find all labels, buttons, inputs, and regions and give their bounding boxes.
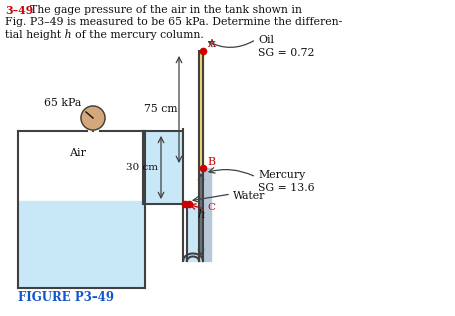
Text: ℎ: ℎ — [197, 208, 205, 221]
Text: SG = 13.6: SG = 13.6 — [258, 183, 314, 193]
Bar — [187, 204, 198, 261]
Text: 65 kPa: 65 kPa — [45, 98, 81, 108]
Text: FIGURE P3–49: FIGURE P3–49 — [18, 291, 114, 304]
Text: B: B — [207, 157, 215, 167]
Text: Air: Air — [70, 148, 86, 158]
Text: SG = 0.72: SG = 0.72 — [258, 47, 314, 58]
Circle shape — [81, 106, 105, 130]
Text: Water: Water — [233, 191, 265, 201]
Text: C: C — [207, 204, 215, 212]
Text: Oil: Oil — [258, 34, 274, 45]
Text: A: A — [207, 39, 215, 49]
Bar — [144, 132, 182, 203]
Text: 30 cm: 30 cm — [126, 163, 158, 172]
Bar — [19, 201, 144, 287]
Polygon shape — [183, 253, 203, 261]
Text: Fig. P3–49 is measured to be 65 kPa. Determine the differen-: Fig. P3–49 is measured to be 65 kPa. Det… — [5, 17, 342, 27]
Bar — [199, 51, 202, 168]
Text: Mercury: Mercury — [258, 170, 305, 180]
Text: tial height ℎ of the mercury column.: tial height ℎ of the mercury column. — [5, 29, 204, 40]
Text: 75 cm: 75 cm — [143, 105, 177, 114]
Text: The gage pressure of the air in the tank shown in: The gage pressure of the air in the tank… — [30, 5, 302, 15]
Text: 3–49: 3–49 — [5, 5, 33, 16]
Bar — [199, 168, 211, 261]
